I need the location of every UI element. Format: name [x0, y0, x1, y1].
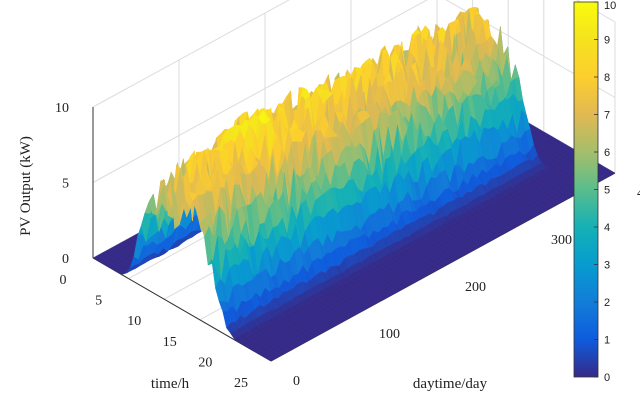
colorbar-tick-label: 6	[604, 147, 610, 159]
colorbar-tick-label: 7	[604, 110, 610, 122]
surface-patch	[266, 356, 277, 362]
colorbar-tick-label: 9	[604, 35, 610, 47]
colorbar-tick-label: 0	[604, 372, 610, 384]
colorbar-tick-label: 3	[604, 260, 610, 272]
colorbar-tick-label: 1	[604, 335, 610, 347]
colorbar: 0 1 2 3 4 5 6 7 8 9 10	[573, 0, 616, 384]
colorbar-tick-label: 10	[604, 0, 616, 12]
x-tick-label: 15	[163, 335, 177, 350]
x-tick-label: 5	[95, 294, 102, 309]
z-tick-label: 0	[62, 252, 69, 267]
surface-mesh	[92, 7, 616, 362]
y-tick-label: 400	[637, 186, 640, 201]
y-tick-label: 100	[379, 327, 400, 342]
z-tick-label: 5	[62, 177, 69, 192]
y-tick-label: 200	[465, 280, 486, 295]
colorbar-tick-label: 5	[604, 185, 610, 197]
x-tick-label: 10	[127, 314, 141, 329]
z-tick-label: 10	[55, 101, 69, 116]
colorbar-tick-label: 2	[604, 297, 610, 309]
tick-labels: 051005101520250100200300400	[55, 101, 640, 391]
colorbar-tick-label: 8	[604, 72, 610, 84]
y-tick-label: 0	[293, 374, 300, 389]
grid-line	[92, 0, 428, 183]
y-axis-label: daytime/day	[413, 376, 488, 392]
grid-line	[92, 0, 290, 108]
x-tick-label: 0	[60, 273, 67, 288]
x-tick-label: 25	[234, 376, 248, 391]
x-axis-label: time/h	[151, 376, 190, 392]
y-tick-label: 300	[551, 233, 572, 248]
colorbar-tick-label: 4	[604, 222, 610, 234]
x-tick-label: 20	[198, 355, 212, 370]
z-axis-label: PV Output (kW)	[18, 136, 34, 236]
